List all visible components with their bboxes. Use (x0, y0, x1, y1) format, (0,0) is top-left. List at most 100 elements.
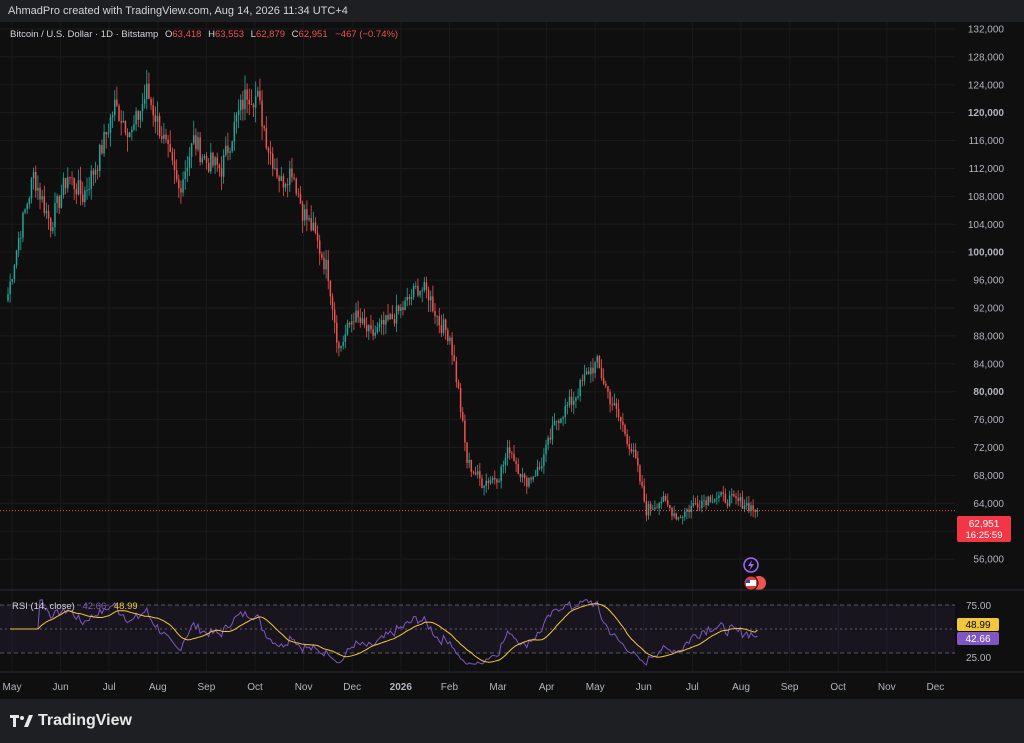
price-tick-label: 88,000 (973, 331, 1004, 342)
candle-body (116, 99, 118, 106)
candle-body (415, 285, 417, 287)
candle-body (336, 322, 338, 343)
candle-body (754, 509, 756, 512)
candle-body (457, 382, 460, 388)
candle-body (154, 115, 157, 122)
time-tick-label: Jun (53, 682, 69, 693)
candle-body (731, 494, 733, 496)
candle-body (709, 496, 712, 503)
candle-body (500, 466, 502, 482)
candle-body (692, 503, 695, 506)
candle-body (577, 396, 579, 398)
candle-body (491, 477, 494, 481)
candle-body (526, 477, 528, 487)
candle-body (289, 168, 291, 185)
candle-body (242, 99, 244, 110)
price-tick-label: 64,000 (973, 499, 1004, 510)
candle-body (511, 453, 513, 454)
candle-body (590, 367, 592, 375)
candle-body (316, 232, 319, 241)
candle-body (291, 168, 293, 178)
time-tick-label: Apr (539, 682, 555, 693)
legend-low-label: L (251, 29, 256, 40)
candle-body (24, 209, 26, 213)
candle-body (210, 152, 212, 172)
candle-body (752, 505, 754, 510)
candle-body (671, 508, 673, 517)
candle-body (573, 400, 575, 405)
candle-body (545, 444, 547, 455)
candle-body (485, 480, 487, 486)
price-axis[interactable]: 56,00060,00064,00068,00072,00076,00080,0… (968, 24, 1005, 565)
candle-body (694, 503, 697, 504)
candle-body (517, 463, 520, 474)
candle-body (385, 315, 387, 325)
lightning-event-icon[interactable] (743, 557, 759, 573)
candle-body (421, 290, 423, 292)
candle-body (195, 135, 197, 150)
candle-body (45, 210, 48, 214)
candle-body (188, 156, 191, 168)
candle-body (410, 297, 413, 299)
candle-body (607, 386, 609, 392)
candle-body (528, 477, 530, 487)
candle-body (361, 318, 364, 323)
tradingview-logo-icon (10, 715, 33, 727)
candle-body (325, 259, 327, 270)
candle-body (280, 176, 283, 182)
candle-body (165, 134, 167, 140)
candle-body (365, 324, 368, 332)
candle-body (551, 425, 554, 440)
candle-body (79, 180, 82, 195)
candle-body (579, 380, 581, 397)
candle-body (504, 457, 507, 465)
rsi-ma-tag-text: 48.99 (965, 620, 990, 631)
candle-body (530, 477, 532, 480)
candle-body (278, 176, 280, 182)
candle-body (282, 176, 285, 188)
candle-body (103, 131, 105, 154)
time-tick-label: Nov (878, 682, 896, 693)
candle-body (741, 497, 744, 509)
price-tick-label: 120,000 (968, 108, 1005, 119)
candle-body (570, 396, 573, 405)
candle-body (575, 397, 577, 401)
candle-body (564, 405, 566, 418)
candle-body (378, 323, 381, 328)
event-icons[interactable] (743, 557, 766, 591)
candle-body (558, 420, 560, 424)
chart-area[interactable]: Bitcoin / U.S. Dollar · 1D · Bitstamp O6… (0, 22, 1024, 699)
candle-body (314, 222, 317, 233)
candle-body (596, 356, 599, 363)
candle-body (402, 307, 404, 310)
candle-body (41, 196, 43, 200)
candle-body (152, 105, 154, 116)
candle-body (756, 510, 759, 512)
candle-body (464, 420, 466, 443)
candle-body (496, 479, 498, 483)
time-axis[interactable]: May Jun Jul Aug Sep Oct Nov Dec 2026 Feb Mar Apr May… (3, 682, 945, 693)
candle-body (555, 420, 558, 422)
candle-body (73, 177, 75, 190)
candle-body (77, 180, 80, 195)
candle-body (308, 218, 310, 220)
candle-body (718, 495, 720, 499)
time-tick-label: Dec (927, 682, 945, 693)
candle-body (389, 314, 391, 320)
chart-svg[interactable]: Bitcoin / U.S. Dollar · 1D · Bitstamp O6… (0, 22, 1024, 699)
rsi-pane[interactable] (0, 598, 955, 666)
candle-body (254, 96, 257, 108)
candle-body (434, 311, 436, 317)
candle-body (225, 145, 227, 156)
candle-body (118, 105, 120, 122)
candle-body (745, 503, 748, 506)
candle-body (380, 319, 383, 324)
candle-body (701, 500, 703, 508)
time-tick-label: May (3, 682, 22, 693)
candle-body (201, 157, 204, 163)
candle-body (69, 177, 71, 179)
candle-body (261, 100, 263, 127)
candle-body (376, 327, 379, 333)
candle-body (427, 289, 430, 301)
rsi-ma-tag (957, 618, 999, 631)
